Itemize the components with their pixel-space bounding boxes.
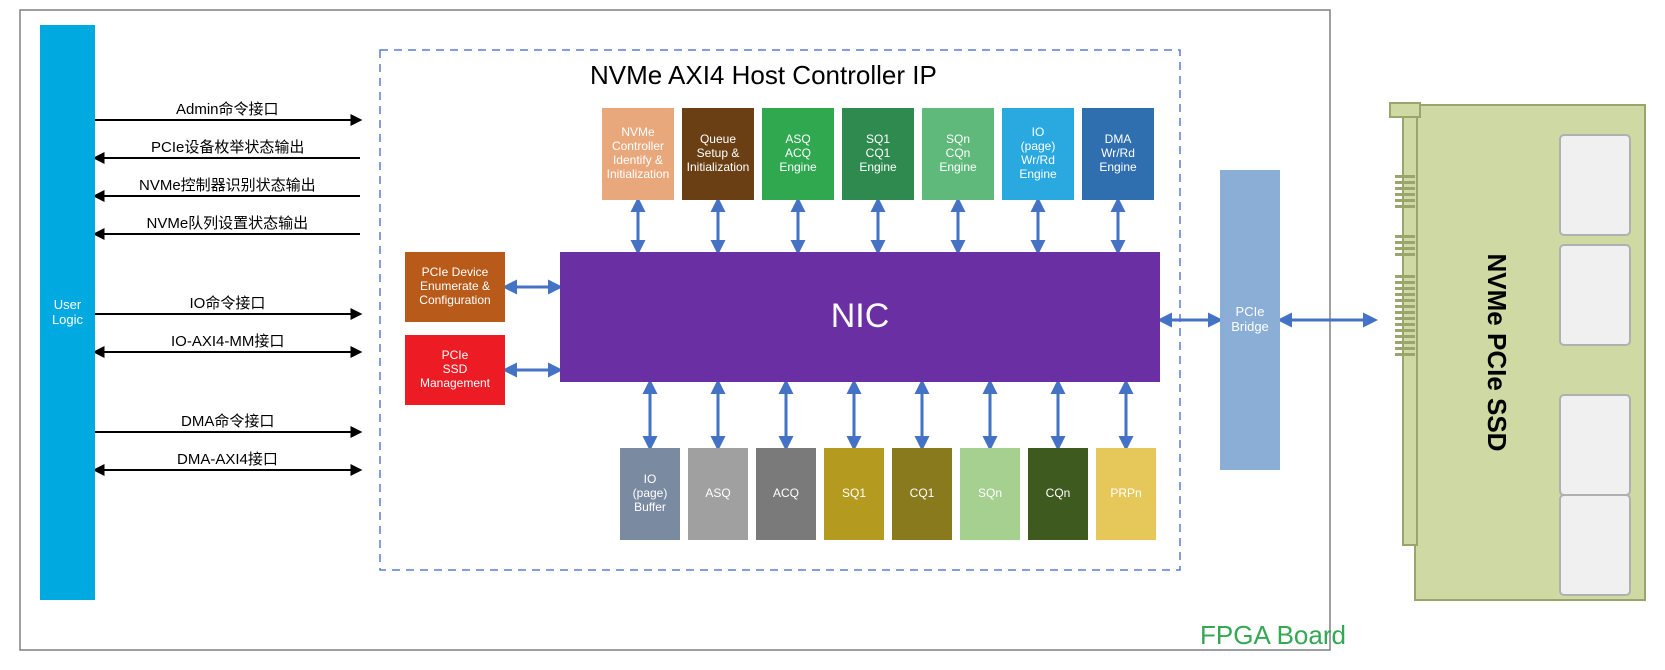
top-engine-block: ASQACQEngine	[762, 108, 834, 200]
bottom-queue-block: CQ1	[892, 448, 952, 540]
ip-title: NVMe AXI4 Host Controller IP	[590, 60, 937, 91]
interface-label: PCIe设备枚举状态输出	[151, 136, 304, 157]
top-engine-block: NVMeControllerIdentify &Initialization	[602, 108, 674, 200]
left-block: PCIeSSDManagement	[405, 335, 505, 405]
bottom-queue-block: PRPn	[1096, 448, 1156, 540]
top-engine-block: IO(page)Wr/RdEngine	[1002, 108, 1074, 200]
pcie-bridge-block: PCIeBridge	[1220, 170, 1280, 470]
left-block: PCIe DeviceEnumerate &Configuration	[405, 252, 505, 322]
interface-label: NVMe控制器识别状态输出	[139, 174, 316, 195]
nic-block: NIC	[560, 252, 1160, 382]
interface-label: DMA命令接口	[181, 410, 274, 431]
interface-label: IO命令接口	[190, 292, 266, 313]
interface-label: Admin命令接口	[176, 98, 279, 119]
bottom-queue-block: CQn	[1028, 448, 1088, 540]
top-engine-block: SQ1CQ1Engine	[842, 108, 914, 200]
user-logic-block: UserLogic	[40, 25, 95, 600]
top-engine-block: SQnCQnEngine	[922, 108, 994, 200]
bottom-queue-block: ACQ	[756, 448, 816, 540]
interface-label: DMA-AXI4接口	[177, 448, 278, 469]
bottom-queue-block: SQn	[960, 448, 1020, 540]
bottom-queue-block: IO(page)Buffer	[620, 448, 680, 540]
top-engine-block: DMAWr/RdEngine	[1082, 108, 1154, 200]
interface-label: IO-AXI4-MM接口	[171, 330, 284, 351]
interface-label: NVMe队列设置状态输出	[147, 212, 309, 233]
top-engine-block: QueueSetup &Initialization	[682, 108, 754, 200]
svg-text:NVMe PCIe SSD: NVMe PCIe SSD	[1482, 254, 1512, 452]
fpga-board-label: FPGA Board	[1200, 620, 1346, 651]
bottom-queue-block: SQ1	[824, 448, 884, 540]
ssd-card: NVMe PCIe SSD	[1390, 103, 1645, 600]
bottom-queue-block: ASQ	[688, 448, 748, 540]
